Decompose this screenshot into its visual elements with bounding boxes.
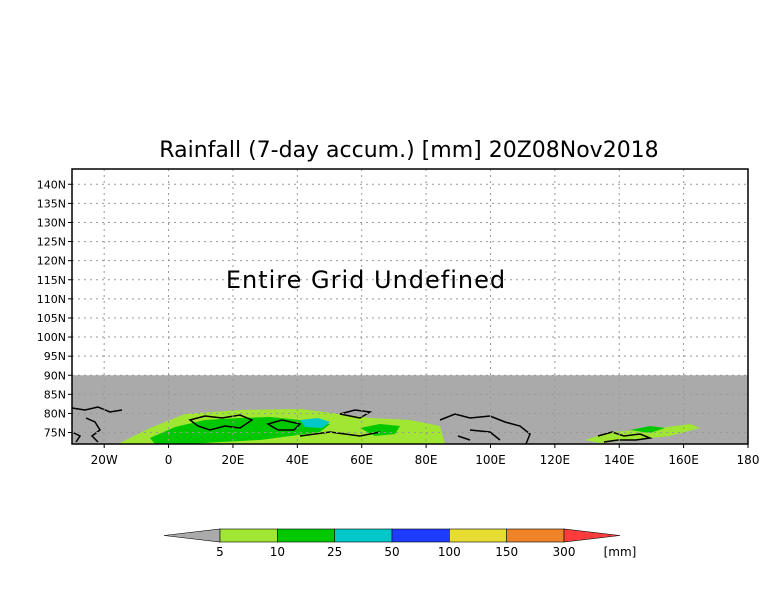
legend-label: 300: [553, 545, 576, 559]
lat-tick-label: 105N: [37, 312, 66, 325]
lon-tick-label: 40E: [286, 453, 309, 467]
lat-tick-label: 110N: [37, 293, 66, 306]
longitude-labels: 20W 0 20E 40E 60E 80E 100E 120E 140E 160E 180: [91, 444, 760, 467]
legend-label: 100: [438, 545, 461, 559]
lat-tick-label: 100N: [37, 331, 66, 344]
lon-tick-label: 20E: [222, 453, 245, 467]
lat-tick-label: 115N: [37, 274, 66, 287]
lat-tick-label: 140N: [37, 178, 66, 191]
lat-tick-label: 120N: [37, 255, 66, 268]
lon-tick-label: 120E: [540, 453, 571, 467]
legend-unit: [mm]: [604, 545, 637, 559]
undefined-grid-message: Entire Grid Undefined: [226, 266, 506, 294]
lat-tick-label: 135N: [37, 197, 66, 210]
legend-arrow-high: [563, 528, 621, 543]
lon-tick-label: 20W: [91, 453, 118, 467]
lon-tick-label: 180: [737, 453, 760, 467]
legend-swatch: [219, 528, 278, 543]
lon-tick-label: 100E: [475, 453, 506, 467]
legend-arrow-low: [163, 528, 221, 543]
legend-swatch: [277, 528, 335, 543]
legend-swatch: [449, 528, 507, 543]
latitude-labels: 140N 135N 130N 125N 120N 115N 110N 105N 100N 95N 9…: [37, 178, 72, 440]
lon-tick-label: 0: [165, 453, 173, 467]
lon-tick-label: 140E: [604, 453, 635, 467]
legend-swatch: [506, 528, 565, 543]
legend-label: 50: [384, 545, 399, 559]
legend-swatch: [391, 528, 450, 543]
lon-tick-label: 80E: [415, 453, 438, 467]
legend-swatch: [334, 528, 393, 543]
color-legend: 5 10 25 50 100 150 300 [mm]: [163, 528, 637, 559]
legend-label: 5: [216, 545, 224, 559]
lon-tick-label: 60E: [350, 453, 373, 467]
coastline-west: [71, 406, 123, 443]
rain-patch-green-far-east: [585, 424, 700, 443]
map-title: Rainfall (7-day accum.) [mm] 20Z08Nov201…: [159, 138, 658, 163]
map-gridlines: [72, 169, 749, 444]
lat-tick-label: 90N: [44, 369, 66, 382]
legend-label: 25: [327, 545, 342, 559]
lat-tick-label: 85N: [44, 388, 66, 401]
lat-tick-label: 130N: [37, 216, 66, 229]
rain-patch-cyan: [300, 418, 330, 428]
lat-tick-label: 80N: [44, 407, 66, 420]
map-panel: 140N 135N 130N 125N 120N 115N 110N 105N 100N 95N 9…: [37, 168, 760, 467]
legend-label: 10: [270, 545, 285, 559]
map-frame: [71, 168, 749, 445]
rain-patch-green-far-east-2: [630, 426, 665, 433]
legend-label: 150: [495, 545, 518, 559]
lat-tick-label: 75N: [44, 427, 66, 440]
lat-tick-label: 125N: [37, 236, 66, 249]
lat-tick-label: 95N: [44, 350, 66, 363]
lon-tick-label: 160E: [668, 453, 699, 467]
